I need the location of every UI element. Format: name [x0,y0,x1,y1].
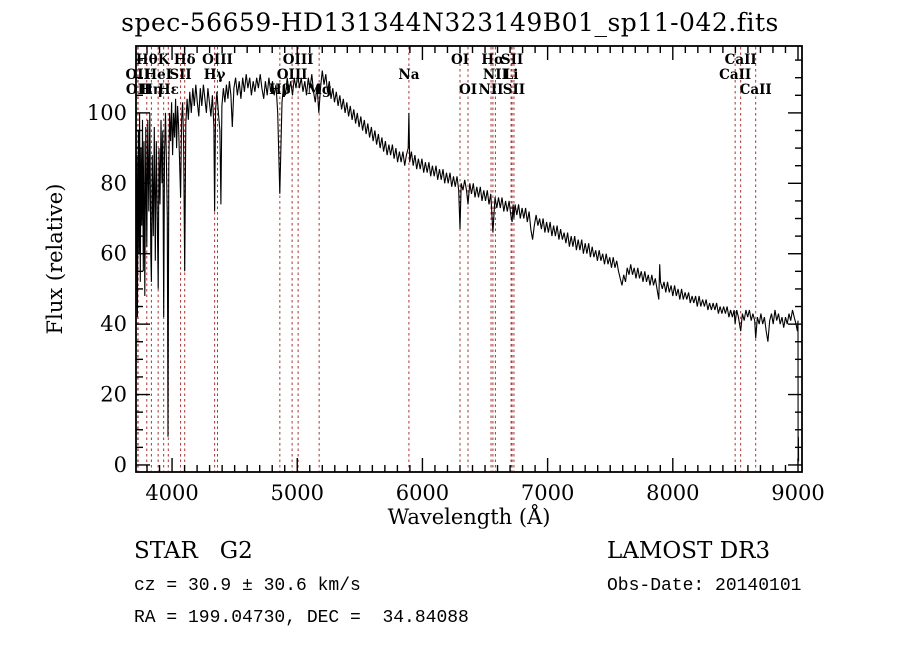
line-label-SII: SII [501,52,523,68]
line-label-OIII: OIII [202,52,233,68]
x-tick-label: 4000 [145,481,198,505]
line-label-Hη: Hη [140,82,163,98]
line-label-Hα: Hα [481,52,505,68]
line-label-OIII: OIII [283,52,314,68]
x-tick-label: 5000 [271,481,324,505]
x-tick-label: 8000 [646,481,699,505]
line-label-NII: NII [479,82,504,98]
line-label-CaII: CaII [725,52,757,68]
x-tick-label: 6000 [396,481,449,505]
y-tick-label: 80 [100,171,127,195]
line-label-NII: NII [483,67,508,83]
line-label-Hθ: Hθ [136,52,158,68]
line-label-OII: OII [126,67,150,83]
object-class-label: STAR G2 [134,538,253,564]
survey-release-label: LAMOST DR3 [607,538,771,564]
line-label-OI: OI [451,52,469,68]
line-label-K: K [158,52,171,68]
line-label-HeI: HeI [144,67,172,83]
plot-title: spec-56659-HD131344N323149B01_sp11-042.f… [121,8,779,37]
ra-dec-label: RA = 199.04730, DEC = 34.84088 [134,608,469,628]
line-label-Hγ: Hγ [204,67,226,83]
x-tick-label: 7000 [521,481,574,505]
y-tick-label: 100 [87,101,127,125]
y-tick-label: 60 [100,242,127,266]
line-label-Hε: Hε [158,82,179,98]
line-label-CaII: CaII [719,67,751,83]
y-axis-title: Flux (relative) [43,184,67,335]
redshift-velocity-label: cz = 30.9 ± 30.6 km/s [134,576,361,596]
line-label-SII: SII [503,82,525,98]
line-label-SII: SII [169,67,191,83]
line-label-Mg: Mg [307,82,332,98]
line-label-OIII: OIII [277,67,308,83]
y-tick-label: 40 [100,312,127,336]
y-tick-label: 0 [114,453,127,477]
line-label-OI: OI [459,82,477,98]
line-label-OII: OII [126,82,150,98]
line-label-Li: Li [504,67,519,83]
y-tick-label: 20 [100,383,127,407]
line-label-Hβ: Hβ [269,82,291,98]
spectrum-line [135,70,800,462]
obs-date-label: Obs-Date: 20140101 [607,576,802,596]
axes-box [135,45,803,473]
line-label-Hδ: Hδ [174,52,196,68]
line-label-Na: Na [398,67,419,83]
x-axis-title: Wavelength (Å) [388,504,551,529]
x-tick-label: 9000 [771,481,824,505]
line-label-CaII: CaII [740,82,772,98]
